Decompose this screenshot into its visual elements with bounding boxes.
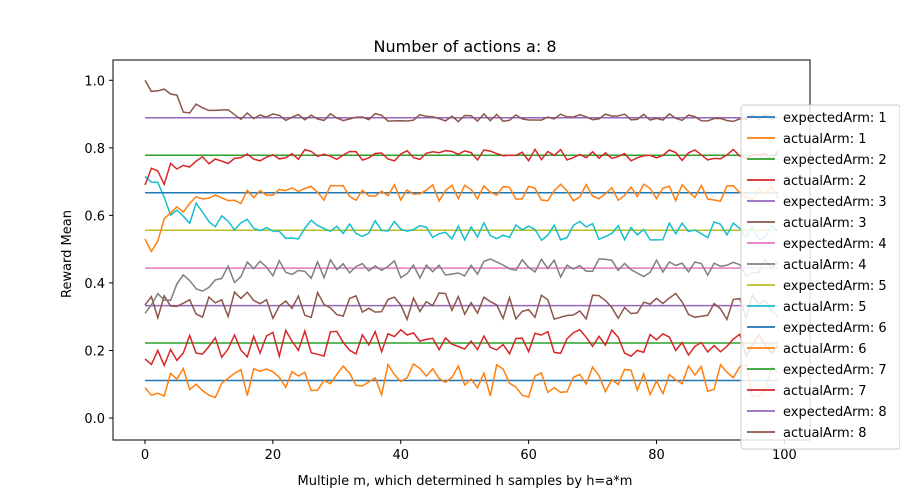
legend-label: actualArm: 2 xyxy=(783,174,866,189)
x-tick-label: 80 xyxy=(648,448,665,463)
y-tick-label: 0.4 xyxy=(84,277,105,292)
legend-box xyxy=(740,104,900,450)
legend-label: actualArm: 4 xyxy=(783,258,866,273)
y-tick-label: 0.2 xyxy=(84,344,105,359)
x-tick-label: 60 xyxy=(520,448,537,463)
series-line-actualarm-7 xyxy=(144,147,779,187)
x-tick-label: 40 xyxy=(392,448,409,463)
y-tick-label: 0.8 xyxy=(84,142,105,157)
legend: expectedArm: 1 actualArm: 1 expectedArm: 2… xyxy=(740,104,900,450)
legend-label: actualArm: 7 xyxy=(783,384,866,399)
x-tick-label: 0 xyxy=(141,448,149,463)
legend-label: expectedArm: 6 xyxy=(783,321,887,336)
legend-label: expectedArm: 1 xyxy=(783,111,887,126)
legend-label: actualArm: 5 xyxy=(783,300,866,315)
series-line-actualarm-6 xyxy=(144,183,779,253)
legend-label: actualArm: 3 xyxy=(783,216,866,231)
y-axis-label: Reward Mean xyxy=(60,210,75,298)
legend-label: actualArm: 6 xyxy=(783,342,866,357)
legend-label: expectedArm: 7 xyxy=(783,363,887,378)
legend-label: expectedArm: 2 xyxy=(783,153,887,168)
series-line-actualarm-3 xyxy=(144,290,779,322)
plot-area: 0 20 40 60 80 100 0.0 0.2 0.4 0.6 0.8 1.0 xyxy=(84,59,811,463)
series-line-actualarm-2 xyxy=(144,328,779,368)
legend-label: actualArm: 8 xyxy=(783,426,866,441)
legend-label: actualArm: 1 xyxy=(783,132,866,147)
series-group xyxy=(144,79,779,399)
series-line-actualarm-4 xyxy=(144,257,779,314)
y-tick-label: 0.6 xyxy=(84,209,105,224)
series-line-actualarm-8 xyxy=(144,79,779,123)
legend-label: expectedArm: 8 xyxy=(783,405,887,420)
y-tick-label: 0.0 xyxy=(84,412,105,427)
x-tick-label: 100 xyxy=(772,448,797,463)
y-tick-label: 1.0 xyxy=(84,74,105,89)
legend-label: expectedArm: 4 xyxy=(783,237,887,252)
x-tick-label: 20 xyxy=(265,448,282,463)
legend-label: expectedArm: 3 xyxy=(783,195,887,210)
legend-label: expectedArm: 5 xyxy=(783,279,887,294)
chart-title: Number of actions a: 8 xyxy=(374,37,557,56)
series-line-actualarm-1 xyxy=(144,362,779,399)
series-line-actualarm-5 xyxy=(144,175,779,242)
x-axis-label: Multiple m, which determined h samples b… xyxy=(298,474,633,489)
